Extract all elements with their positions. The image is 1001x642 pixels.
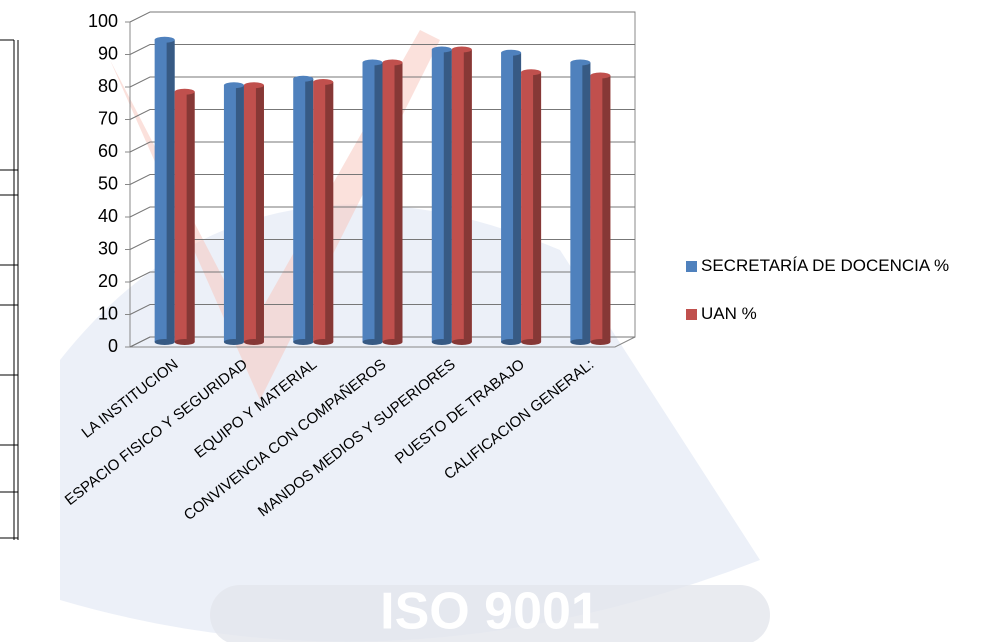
bar-base [451, 339, 472, 345]
bar-base [313, 339, 334, 345]
bar-top [243, 82, 264, 89]
bar [590, 72, 611, 345]
y-tick-label: 90 [98, 43, 118, 63]
grid-line [129, 141, 635, 153]
bar-base [570, 339, 591, 345]
bar-top [431, 46, 452, 53]
grid-line [129, 239, 635, 250]
bar-shade [394, 62, 403, 342]
bar [243, 82, 264, 345]
bar [362, 59, 383, 345]
bar-shade [166, 39, 175, 342]
bar-shade [513, 52, 522, 342]
bar-shade [374, 62, 383, 342]
bar-base [501, 339, 522, 345]
bar [382, 59, 403, 345]
y-tick-label: 60 [98, 141, 118, 161]
watermark: ISO 9001 [380, 583, 600, 641]
bar-base [382, 339, 403, 345]
bar-shade [602, 75, 611, 342]
bar-top [570, 59, 591, 66]
bar [313, 79, 334, 345]
bar [570, 59, 591, 345]
y-tick-label: 30 [98, 238, 118, 258]
bar [174, 88, 195, 345]
legend-swatch [686, 309, 697, 320]
bar-top [174, 88, 195, 95]
legend-swatch [686, 261, 697, 272]
bar-top [154, 36, 175, 43]
bar-base [521, 339, 542, 345]
bar-base [293, 339, 314, 345]
bar-shade [235, 85, 244, 342]
y-tick-label: 50 [98, 173, 118, 193]
bar-top [451, 46, 472, 53]
y-tick-label: 40 [98, 206, 118, 226]
legend-label: SECRETARÍA DE DOCENCIA % [701, 256, 950, 275]
bar-base [431, 339, 452, 345]
grid-line [129, 304, 635, 315]
legend-item: UAN % [686, 301, 986, 327]
bar-shade [443, 49, 452, 342]
legend-item: SECRETARÍA DE DOCENCIA % [686, 253, 986, 279]
grid-line [129, 206, 635, 218]
y-tick-label: 100 [88, 11, 118, 31]
grid-line [129, 271, 635, 283]
legend-label: UAN % [701, 304, 757, 323]
bar [451, 46, 472, 345]
bar-shade [533, 72, 542, 342]
bar [521, 69, 542, 345]
y-tick-label: 10 [98, 303, 118, 323]
bar-shade [325, 82, 334, 342]
bar [501, 49, 522, 345]
bar-base [223, 339, 244, 345]
y-tick-label: 20 [98, 271, 118, 291]
grid-line [129, 109, 635, 120]
bar [223, 82, 244, 345]
grid-line [129, 11, 635, 23]
bar-top [293, 75, 314, 82]
bar-top [501, 49, 522, 56]
bar [293, 75, 314, 345]
grid-line [129, 174, 635, 185]
grid-line [129, 76, 635, 88]
bar-top [362, 59, 383, 66]
bar-top [521, 69, 542, 76]
bar-base [362, 339, 383, 345]
bar-top [590, 72, 611, 79]
bar-shade [186, 91, 195, 342]
bar-shade [305, 78, 314, 342]
bar-shade [463, 49, 472, 342]
watermark-shape [110, 30, 440, 400]
bar-top [313, 79, 334, 85]
grid-line [129, 336, 635, 348]
grid-line [129, 44, 635, 55]
bar-base [590, 339, 611, 345]
table-fragment [0, 39, 19, 540]
legend: SECRETARÍA DE DOCENCIA % UAN % [686, 253, 986, 349]
bar [431, 46, 452, 345]
y-tick-label: 0 [108, 336, 118, 356]
watermark-shape [210, 585, 770, 642]
bar-top [382, 59, 403, 66]
bar-base [243, 339, 264, 345]
bar-shade [255, 85, 264, 342]
bar-base [174, 339, 195, 345]
bar [154, 36, 175, 345]
y-tick-label: 80 [98, 76, 118, 96]
bar-shade [582, 62, 591, 342]
bar-top [223, 82, 244, 89]
y-tick-label: 70 [98, 108, 118, 128]
bar-base [154, 339, 175, 345]
